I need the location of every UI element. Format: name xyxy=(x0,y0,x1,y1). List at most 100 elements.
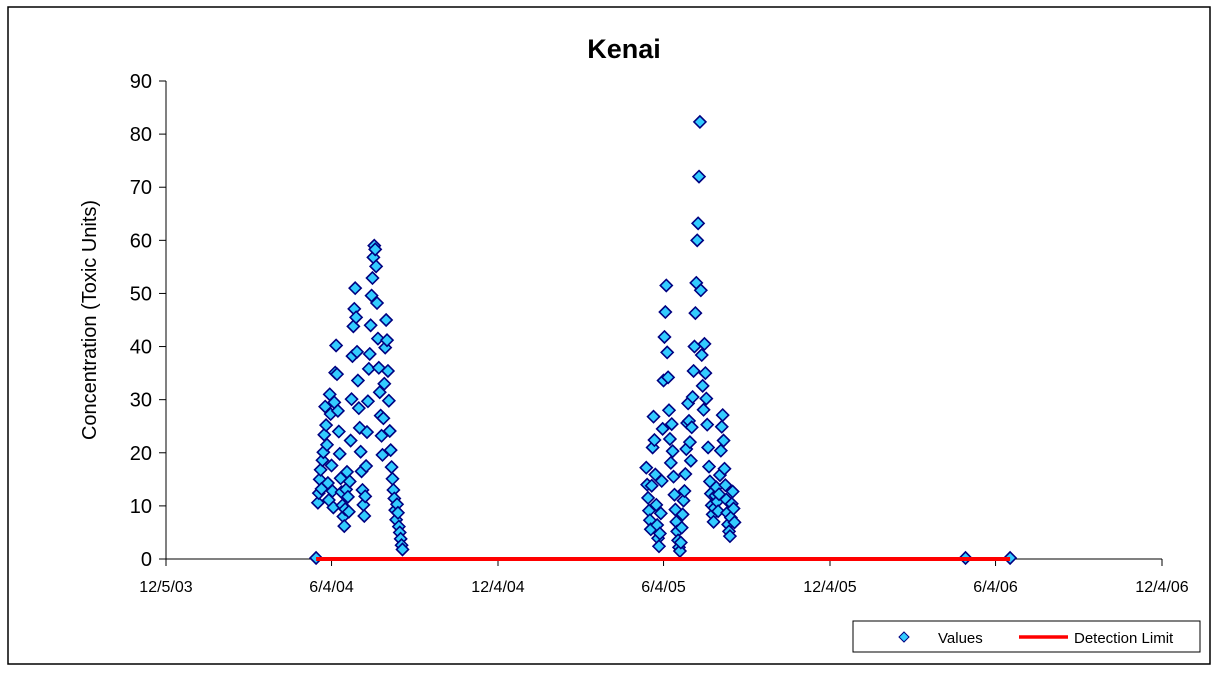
data-point xyxy=(660,370,676,385)
data-point xyxy=(363,318,378,333)
data-point xyxy=(676,493,691,508)
data-point xyxy=(342,474,357,489)
data-point xyxy=(325,483,340,499)
data-point xyxy=(684,420,699,435)
data-point xyxy=(644,478,659,493)
data-point xyxy=(693,283,708,298)
y-tick-label: 80 xyxy=(130,124,152,146)
data-point xyxy=(343,433,358,448)
data-point xyxy=(319,437,335,452)
data-point xyxy=(663,455,678,471)
data-point xyxy=(714,419,729,434)
data-point xyxy=(337,518,352,534)
x-tick-label: 6/4/04 xyxy=(309,579,354,596)
data-point xyxy=(348,310,364,325)
x-tick-label: 12/5/03 xyxy=(139,579,192,596)
data-point xyxy=(667,487,682,502)
data-point xyxy=(713,443,728,458)
x-tick-label: 12/4/04 xyxy=(471,579,524,596)
data-point xyxy=(661,403,677,418)
data-point xyxy=(697,336,712,352)
y-tick-label: 30 xyxy=(130,390,152,412)
data-point xyxy=(349,344,365,359)
values-series xyxy=(308,114,1018,566)
legend-values-label: Values xyxy=(938,630,983,647)
data-point xyxy=(651,539,667,554)
data-point xyxy=(310,495,326,510)
data-point xyxy=(639,460,654,475)
data-point xyxy=(674,520,689,535)
data-point xyxy=(682,435,698,450)
data-point xyxy=(726,501,741,516)
data-point xyxy=(313,462,328,477)
x-tick-label: 6/4/05 xyxy=(641,579,686,596)
legend-detection-limit-label: Detection Limit xyxy=(1074,630,1174,647)
chart-area-border xyxy=(7,6,1211,665)
data-point xyxy=(359,424,375,440)
data-point xyxy=(694,347,709,363)
y-tick-label: 0 xyxy=(141,549,152,571)
data-point xyxy=(715,407,730,423)
data-point xyxy=(647,432,662,448)
data-point xyxy=(381,393,396,408)
data-point xyxy=(369,295,385,311)
data-point xyxy=(690,233,705,248)
data-point xyxy=(344,392,359,407)
data-point xyxy=(695,378,710,393)
data-point xyxy=(686,363,701,379)
data-point xyxy=(700,440,716,455)
data-point xyxy=(358,458,374,474)
data-point xyxy=(324,458,339,473)
data-point xyxy=(666,469,681,484)
y-tick-label: 50 xyxy=(130,283,152,305)
data-point xyxy=(665,444,680,459)
y-tick-label: 70 xyxy=(130,177,152,199)
data-point xyxy=(332,446,347,461)
x-tick-label: 12/4/06 xyxy=(1135,579,1188,596)
data-point xyxy=(357,508,372,524)
data-point xyxy=(655,421,670,437)
data-point xyxy=(358,489,373,504)
y-tick-label: 90 xyxy=(130,71,152,93)
data-point xyxy=(683,453,698,468)
y-tick-label: 20 xyxy=(130,443,152,465)
data-point xyxy=(688,305,703,321)
data-point xyxy=(699,391,714,406)
data-point xyxy=(657,329,672,345)
data-point xyxy=(678,466,693,482)
data-point xyxy=(706,514,721,529)
data-point xyxy=(390,505,406,520)
data-point xyxy=(348,281,363,296)
data-point xyxy=(685,389,700,405)
data-point xyxy=(690,216,706,231)
data-point xyxy=(692,114,708,130)
data-point xyxy=(329,367,345,382)
data-point xyxy=(365,270,380,286)
x-tick-label: 12/4/05 xyxy=(803,579,856,596)
x-tick-label: 6/4/06 xyxy=(973,579,1018,596)
data-point xyxy=(395,542,410,557)
data-point xyxy=(377,376,392,391)
data-point xyxy=(652,526,668,541)
data-point xyxy=(378,312,394,328)
data-point xyxy=(659,278,674,293)
data-point xyxy=(725,484,740,499)
data-point xyxy=(717,461,732,476)
data-point xyxy=(360,394,376,409)
y-tick-label: 40 xyxy=(130,337,152,359)
data-point xyxy=(658,304,673,320)
y-axis-ticks: 0 10 20 30 40 50 60 70 80 90 xyxy=(130,71,166,571)
y-tick-label: 60 xyxy=(130,230,152,252)
data-point xyxy=(675,507,690,522)
y-axis-label: Concentration (Toxic Units) xyxy=(79,200,101,440)
y-tick-label: 10 xyxy=(130,496,152,518)
data-point xyxy=(330,403,346,418)
data-point xyxy=(722,529,738,544)
data-point xyxy=(318,418,334,433)
data-point xyxy=(351,401,366,416)
data-point xyxy=(662,431,678,447)
data-point xyxy=(716,433,731,448)
data-point xyxy=(370,331,386,346)
